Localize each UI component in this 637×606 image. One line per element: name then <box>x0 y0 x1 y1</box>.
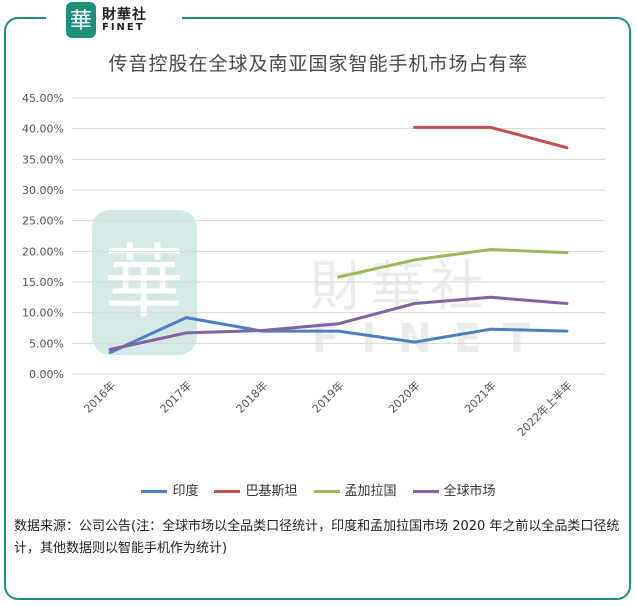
y-tick-label: 5.00% <box>29 337 64 350</box>
legend-item: 印度 <box>141 480 198 499</box>
legend-label: 印度 <box>172 484 199 499</box>
y-tick-label: 30.00% <box>22 184 64 197</box>
y-tick-label: 40.00% <box>22 123 64 136</box>
y-tick-label: 20.00% <box>22 245 64 258</box>
legend-label: 巴基斯坦 <box>245 484 298 499</box>
x-tick-label: 2022年上半年 <box>514 378 575 439</box>
watermark-sub: FINET <box>312 316 552 362</box>
logo-name: 財華社 <box>102 7 147 23</box>
legend-label: 孟加拉国 <box>344 484 397 499</box>
y-tick-label: 15.00% <box>22 276 64 289</box>
y-tick-label: 25.00% <box>22 215 64 228</box>
line-chart: 華 財華社 FINET 0.00%5.00%10.00%15.00%20.00%… <box>22 92 605 439</box>
grid <box>72 97 605 375</box>
x-tick-label: 2021年 <box>461 378 498 415</box>
series-line-孟加拉国 <box>337 248 569 279</box>
series-line-全球市场 <box>108 295 569 351</box>
legend-item: 孟加拉国 <box>313 480 397 499</box>
series-line-巴基斯坦 <box>413 125 569 150</box>
x-tick-label: 2019年 <box>309 378 346 415</box>
chart-title: 传音控股在全球及南亚国家智能手机市场占有率 <box>108 53 529 75</box>
legend-item: 巴基斯坦 <box>214 480 298 499</box>
chart-frame <box>4 17 631 600</box>
legend-label: 全球市场 <box>443 484 496 499</box>
source-note: 数据来源：公司公告(注：全球市场以全品类口径统计，印度和孟加拉国市场 2020 … <box>14 519 620 556</box>
x-ticks: 2016年 2017年 2018年 2019年 2020年 2021年 2022年上半年 <box>81 378 575 439</box>
legend-swatch <box>412 490 439 493</box>
x-tick-label: 2018年 <box>233 378 270 415</box>
y-tick-label: 35.00% <box>22 153 64 166</box>
logo-seal-icon: 華 <box>66 2 96 38</box>
y-ticks: 0.00% 5.00% 10.00% 15.00% 20.00% 25.00% 30.00%… <box>22 92 64 381</box>
logo-sub: FINET <box>102 22 145 33</box>
series-line-印度 <box>108 316 569 354</box>
x-tick-label: 2016年 <box>81 378 118 415</box>
series-lines <box>108 125 569 354</box>
x-tick-label: 2020年 <box>385 378 422 415</box>
x-tick-label: 2017年 <box>157 378 194 415</box>
legend-swatch <box>214 490 241 493</box>
legend-swatch <box>313 490 340 493</box>
y-tick-label: 45.00% <box>22 92 64 105</box>
legend: 印度 巴基斯坦 孟加拉国 全球市场 <box>0 480 637 499</box>
logo: 華 財華社 FINET <box>46 0 182 38</box>
legend-item: 全球市场 <box>412 480 496 499</box>
y-tick-label: 0.00% <box>29 368 64 381</box>
y-tick-label: 10.00% <box>22 307 64 320</box>
svg-text:華: 華 <box>70 9 92 34</box>
legend-swatch <box>141 490 168 493</box>
